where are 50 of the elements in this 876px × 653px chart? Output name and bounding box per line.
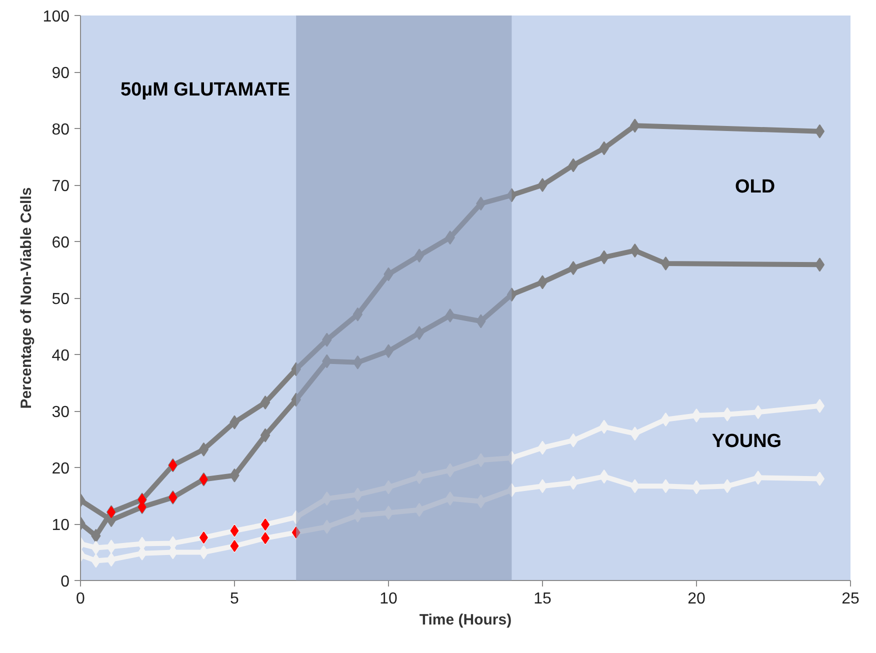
point [260,428,270,442]
x-tick-label: 20 [688,590,706,608]
y-tick-label: 50 [52,291,70,308]
point [814,398,825,413]
x-tick-label: 15 [534,590,552,608]
point [506,288,517,302]
text: 50µM GLUTAMATE [120,80,290,100]
y-tick-label: 100 [42,8,70,26]
x-tick-label: 5 [230,590,240,608]
point [538,178,548,192]
y-tick-label: 0 [60,574,70,590]
y-tick-label: 70 [52,178,70,195]
y-tick-label: 80 [52,122,70,138]
point [660,412,671,426]
annotation: YOUNG [712,430,782,452]
point [660,256,671,271]
y-tick-label: 90 [52,65,70,82]
annotation: OLD [735,176,776,198]
y-tick-label: 20 [52,460,70,478]
x-tick-label: 10 [380,590,398,608]
point [352,355,363,370]
point [814,472,825,486]
x-tick-label: 0 [76,590,86,608]
y-tick-label: 10 [52,517,70,534]
point [722,407,732,422]
point [568,158,578,172]
point [722,479,732,494]
point [568,261,578,276]
x-tick-label: 25 [842,590,860,608]
point [414,248,424,263]
y-tick-label: 60 [52,234,70,252]
point [106,540,116,554]
point [106,552,116,567]
y-axis-title: Percentage of Non-Viable Cells [18,187,35,409]
point [568,433,578,448]
point [506,450,517,465]
point [506,483,517,498]
y-tick-label: 30 [52,404,70,421]
point [198,545,209,560]
point [506,188,517,202]
point [814,124,825,138]
point [352,307,363,322]
y-tick-label: 40 [52,348,70,364]
point [568,476,578,490]
point [814,258,825,272]
x-axis-title: Time (Hours) [419,612,512,628]
point [198,442,209,456]
point [414,326,424,340]
point [260,396,270,410]
point [660,479,671,494]
